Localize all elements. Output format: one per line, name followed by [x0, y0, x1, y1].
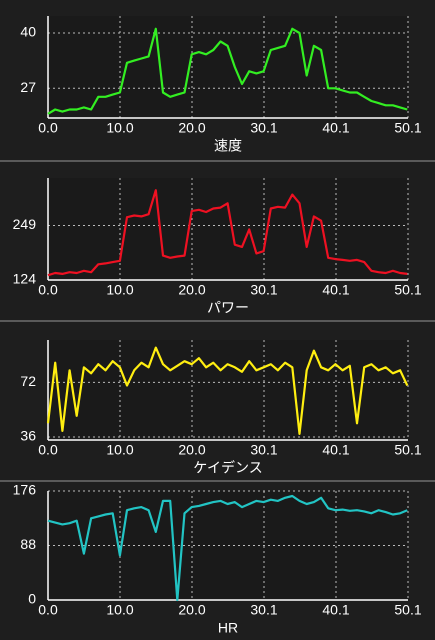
x-tick-label: 50.1: [394, 120, 421, 136]
y-tick-label: 176: [13, 482, 37, 498]
chart-title: 速度: [214, 138, 242, 154]
x-tick-label: 30.1: [250, 442, 277, 458]
separator: [0, 160, 435, 162]
separator: [0, 480, 435, 482]
y-tick-label: 88: [20, 536, 36, 552]
x-tick-label: 40.1: [322, 282, 349, 298]
chart-title: パワー: [207, 300, 249, 316]
y-tick-label: 124: [13, 271, 37, 287]
x-tick-label: 10.0: [106, 442, 133, 458]
x-tick-label: 20.0: [178, 602, 205, 618]
separator: [0, 320, 435, 322]
x-tick-label: 20.0: [178, 282, 205, 298]
x-tick-label: 0.0: [38, 282, 58, 298]
plot-area: [48, 340, 408, 440]
x-tick-label: 30.1: [250, 120, 277, 136]
x-tick-label: 10.0: [106, 602, 133, 618]
x-tick-label: 50.1: [394, 282, 421, 298]
chart-title: ケイデンス: [193, 460, 262, 476]
x-tick-label: 20.0: [178, 120, 205, 136]
x-tick-label: 30.1: [250, 282, 277, 298]
y-tick-label: 249: [13, 216, 37, 232]
plot-area: [48, 16, 408, 118]
x-tick-label: 40.1: [322, 120, 349, 136]
data-line: [47, 27, 408, 115]
data-line: [46, 346, 409, 435]
x-tick-label: 20.0: [178, 442, 205, 458]
x-tick-label: 10.0: [106, 120, 133, 136]
x-tick-label: 0.0: [38, 442, 58, 458]
x-tick-label: 0.0: [38, 602, 58, 618]
x-tick-label: 0.0: [38, 120, 58, 136]
y-tick-label: 36: [20, 428, 36, 444]
y-tick-label: 0: [28, 591, 36, 607]
x-tick-label: 50.1: [394, 442, 421, 458]
y-tick-label: 40: [20, 24, 36, 40]
x-tick-label: 50.1: [394, 602, 421, 618]
y-tick-label: 27: [20, 79, 36, 95]
y-tick-label: 72: [20, 373, 36, 389]
x-tick-label: 10.0: [106, 282, 133, 298]
data-line: [47, 189, 408, 277]
data-line: [47, 494, 408, 602]
chart-title: HR: [218, 620, 238, 636]
x-tick-label: 40.1: [322, 602, 349, 618]
x-tick-label: 30.1: [250, 602, 277, 618]
x-tick-label: 40.1: [322, 442, 349, 458]
